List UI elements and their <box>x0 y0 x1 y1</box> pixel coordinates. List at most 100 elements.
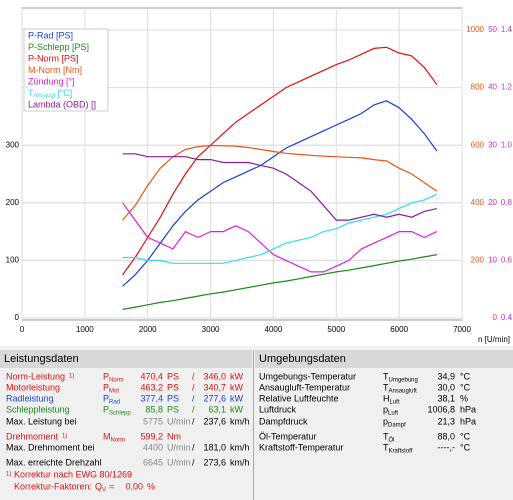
symbol: P <box>103 404 109 414</box>
symbol-sub: V <box>102 488 106 494</box>
symbol: p <box>383 404 388 414</box>
row-label: Ansaugluft-Temperatur <box>259 382 350 392</box>
symbol: H <box>383 393 390 403</box>
row-unit: kW <box>230 393 244 403</box>
row-sep: / <box>192 442 195 452</box>
y3-tick-label: 50 <box>488 25 497 34</box>
row-unit: U/min <box>167 416 191 426</box>
row-unit: °C <box>460 371 471 381</box>
x-tick-label: 5000 <box>327 325 345 334</box>
row-value: 181,0 <box>203 442 226 452</box>
row-label: Drehmoment <box>6 431 59 441</box>
row-unit: % <box>460 393 468 403</box>
symbol: T <box>383 431 389 441</box>
symbol-sub: Öl <box>389 437 395 444</box>
y-tick-label: 100 <box>6 256 20 265</box>
row-label: Luftdruck <box>259 404 297 414</box>
x-tick-label: 6000 <box>390 325 408 334</box>
row-value: 346,0 <box>203 371 226 381</box>
x-tick-label: 0 <box>20 325 25 334</box>
row-value: 377,4 <box>140 393 163 403</box>
row-value: 340,7 <box>203 382 226 392</box>
row-value: 5775 <box>143 416 163 426</box>
series-line <box>122 202 438 273</box>
symbol: M <box>103 431 111 441</box>
row-sep: / <box>192 457 195 467</box>
row-value: 38,1 <box>437 393 455 403</box>
row-label: Max. erreichte Drehzahl <box>6 457 102 467</box>
symbol-sub: Kraftstoff <box>389 449 413 455</box>
y5-tick-label: 1.0 <box>501 140 513 149</box>
row-value: 1006,8 <box>427 404 455 414</box>
row-value: 463,2 <box>140 382 163 392</box>
legend-entry: P-Schlepp [PS] <box>28 42 89 52</box>
footnote-mark: 1) <box>6 472 11 478</box>
symbol: P <box>103 371 109 381</box>
row-value: 273,6 <box>203 457 226 467</box>
y3-tick-label: 30 <box>488 140 497 149</box>
symbol-sub: Mot <box>109 389 119 395</box>
row-sep: / <box>192 371 195 381</box>
row-unit: PS <box>167 382 179 392</box>
legend-entry: P-Norm [PS] <box>28 53 79 63</box>
series-line <box>122 46 438 276</box>
section-title: Umgebungsdaten <box>259 353 346 365</box>
row-value: 85,8 <box>145 404 163 414</box>
y3-tick-label: 10 <box>488 256 497 265</box>
row-unit: Nm <box>167 431 181 441</box>
footnote-factors: Korrektur-Faktoren: <box>14 481 92 491</box>
header-bg <box>0 350 252 368</box>
series-line <box>122 254 438 310</box>
y5-tick-label: 0.6 <box>501 256 513 265</box>
row-value: ----,- <box>438 442 456 452</box>
symbol-sub: Luft <box>388 411 398 417</box>
x-tick-label: 2000 <box>139 325 157 334</box>
legend-entry-sub: Ansaugl <box>34 93 56 99</box>
symbol: T <box>383 442 389 452</box>
row-label: Radleistung <box>6 393 54 403</box>
row-unit: PS <box>167 371 179 381</box>
row-sep: / <box>192 382 195 392</box>
legend-entry: P-Rad [PS] <box>28 30 73 40</box>
row-unit: hPa <box>460 416 476 426</box>
symbol-sub: Norm <box>111 438 126 444</box>
row-label: Schleppleistung <box>6 404 70 414</box>
row-value: 6645 <box>143 457 163 467</box>
symbol-sub: Luft <box>390 400 400 406</box>
y3-tick-label: 0 <box>493 313 498 322</box>
row-value: 470,4 <box>140 371 163 381</box>
footnote-eq: = <box>109 481 114 491</box>
symbol: T <box>383 382 389 392</box>
symbol-sub: Schlepp <box>109 411 131 417</box>
header-bg <box>255 350 513 368</box>
y3-tick-label: 40 <box>488 83 497 92</box>
row-value: 4400 <box>143 442 163 452</box>
row-unit: °C <box>460 431 471 441</box>
row-value: 237,6 <box>203 416 226 426</box>
y3-tick-label: 20 <box>488 198 497 207</box>
row-sep: / <box>192 393 195 403</box>
y5-tick-label: 1.4 <box>501 25 513 34</box>
x-tick-label: 3000 <box>202 325 220 334</box>
row-unit: U/min <box>167 457 191 467</box>
row-label: Norm-Leistung <box>6 371 65 381</box>
legend-entry: M-Norm [Nm] <box>28 65 82 75</box>
series-line <box>122 144 438 221</box>
row-unit: °C <box>460 382 471 392</box>
symbol-sub: Norm <box>109 378 124 384</box>
y2-tick-label: 800 <box>471 83 485 92</box>
x-tick-label: 1000 <box>76 325 94 334</box>
row-note: 1) <box>62 434 67 440</box>
row-label: Max. Leistung bei <box>6 416 77 426</box>
row-unit: °C <box>460 442 471 452</box>
symbol-sub: Rad <box>109 400 120 406</box>
x-tick-label: 4000 <box>265 325 283 334</box>
row-label: Umgebungs-Temperatur <box>259 371 356 381</box>
y2-tick-label: 600 <box>471 140 485 149</box>
series-line <box>122 193 438 264</box>
row-unit: PS <box>167 404 179 414</box>
symbol-sub: Umgebung <box>389 378 418 384</box>
legend-entry: Lambda (OBD) [] <box>28 99 96 109</box>
footnote-value: 0,00 <box>126 481 144 491</box>
x-axis-label: n [U/min] <box>478 335 510 344</box>
